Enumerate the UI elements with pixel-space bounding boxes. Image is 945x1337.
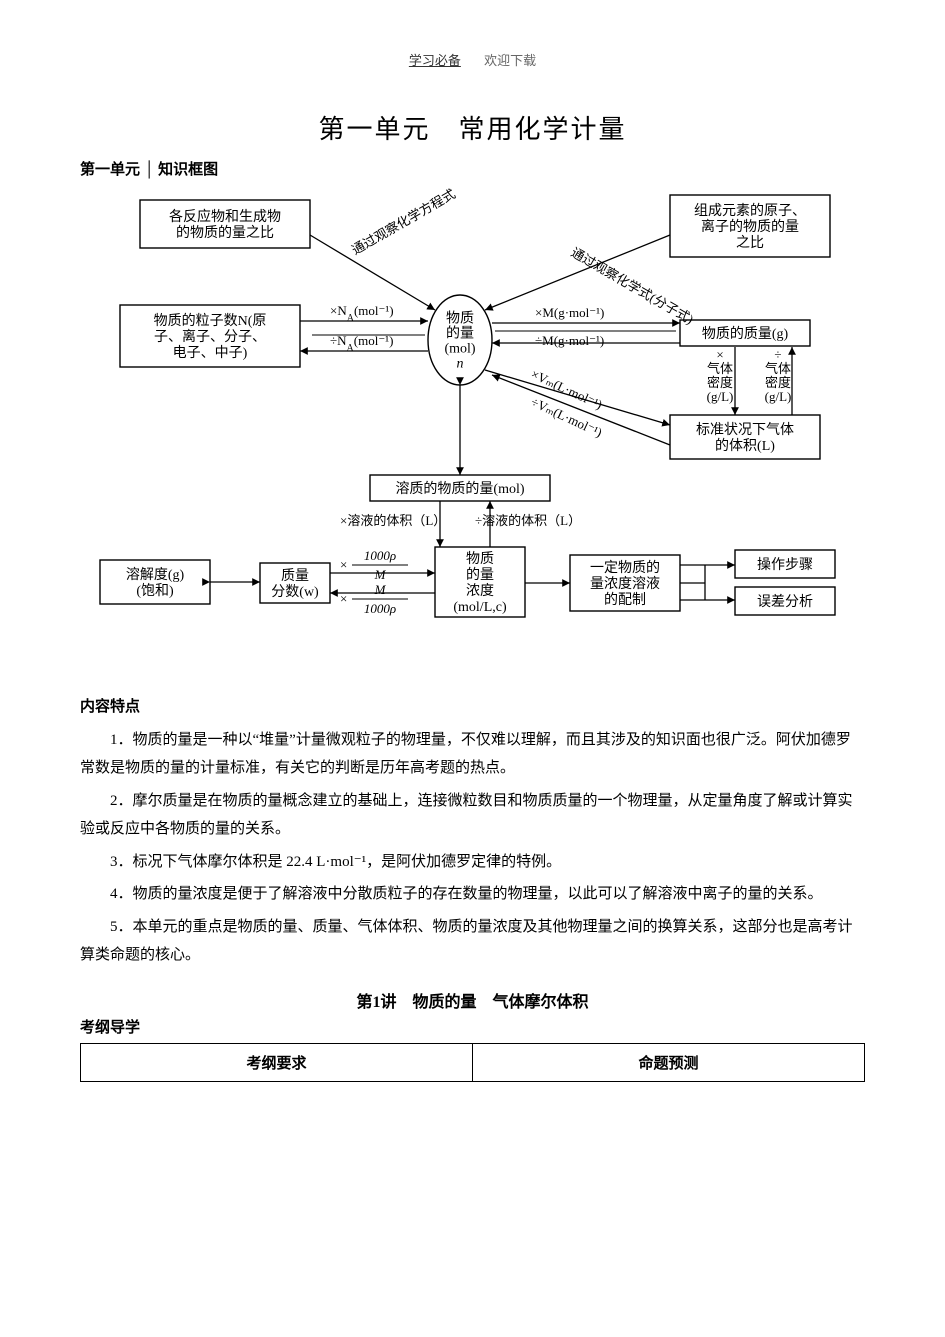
svg-text:的物质的量之比: 的物质的量之比 xyxy=(176,225,274,241)
content-heading: 内容特点 xyxy=(80,693,865,722)
syllabus-table: 考纲要求 命题预测 xyxy=(80,1043,865,1082)
knowledge-diagram: 各反应物和生成物的物质的量之比 组成元素的原子、离子的物质的量之比物质的粒子数N(… xyxy=(80,185,865,685)
svg-text:物质: 物质 xyxy=(446,311,474,327)
header-left: 学习必备 xyxy=(409,53,461,68)
unit-title: 第一单元 常用化学计量 xyxy=(80,109,865,146)
svg-text:1000ρ: 1000ρ xyxy=(364,601,396,616)
svg-text:之比: 之比 xyxy=(736,235,764,251)
svg-text:误差分析: 误差分析 xyxy=(757,594,813,610)
syllabus-heading: 考纲导学 xyxy=(80,1016,865,1037)
svg-text:1000ρ: 1000ρ xyxy=(364,548,396,563)
svg-text:M: M xyxy=(374,582,387,597)
header-right: 欢迎下载 xyxy=(484,53,536,68)
svg-text:分数(w): 分数(w) xyxy=(271,584,319,600)
content-p4: 4．物质的量浓度是便于了解溶液中分散质粒子的存在数量的物理量，以此可以了解溶液中… xyxy=(80,880,865,909)
svg-text:子、离子、分子、: 子、离子、分子、 xyxy=(154,328,266,345)
svg-text:物质的粒子数N(原: 物质的粒子数N(原 xyxy=(154,313,267,329)
svg-text:×: × xyxy=(340,591,347,606)
content-p2: 2．摩尔质量是在物质的量概念建立的基础上，连接微粒数目和物质质量的一个物理量，从… xyxy=(80,787,865,844)
svg-text:标准状况下气体: 标准状况下气体 xyxy=(696,422,794,438)
svg-text:×: × xyxy=(716,347,723,362)
svg-text:电子、中子): 电子、中子) xyxy=(173,345,248,361)
svg-text:一定物质的: 一定物质的 xyxy=(590,560,660,576)
syllabus-col-1: 考纲要求 xyxy=(81,1043,473,1081)
svg-text:÷: ÷ xyxy=(774,347,781,362)
svg-text:各反应物和生成物: 各反应物和生成物 xyxy=(169,208,281,225)
svg-text:质量: 质量 xyxy=(281,568,309,584)
svg-text:n: n xyxy=(457,357,464,372)
svg-text:×溶液的体积（L）: ×溶液的体积（L） xyxy=(340,513,446,528)
svg-text:量浓度溶液: 量浓度溶液 xyxy=(590,576,660,592)
svg-text:离子的物质的量: 离子的物质的量 xyxy=(701,218,799,235)
page-header: 学习必备 欢迎下载 xyxy=(80,50,865,69)
framework-heading: 第一单元 │ 知识框图 xyxy=(80,158,865,179)
syllabus-col-2: 命题预测 xyxy=(473,1043,865,1081)
svg-text:的量: 的量 xyxy=(466,567,494,583)
svg-text:M: M xyxy=(374,567,387,582)
content-section: 内容特点 1．物质的量是一种以“堆量”计量微观粒子的物理量，不仅难以理解，而且其… xyxy=(80,693,865,970)
content-p5: 5．本单元的重点是物质的量、质量、气体体积、物质的量浓度及其他物理量之间的换算关… xyxy=(80,913,865,970)
table-row: 考纲要求 命题预测 xyxy=(81,1043,865,1081)
svg-text:物质的质量(g): 物质的质量(g) xyxy=(702,326,789,342)
svg-text:物质: 物质 xyxy=(466,551,494,567)
svg-text:溶解度(g): 溶解度(g) xyxy=(126,567,185,583)
svg-text:÷溶液的体积（L）: ÷溶液的体积（L） xyxy=(475,513,581,528)
svg-text:密度: 密度 xyxy=(765,375,791,390)
svg-text:(mol): (mol) xyxy=(444,342,475,357)
svg-text:÷M(g·mol⁻¹): ÷M(g·mol⁻¹) xyxy=(535,333,604,348)
content-p3: 3．标况下气体摩尔体积是 22.4 L·mol⁻¹，是阿伏加德罗定律的特例。 xyxy=(80,848,865,877)
svg-text:(mol/L,c): (mol/L,c) xyxy=(453,600,507,615)
svg-text:组成元素的原子、: 组成元素的原子、 xyxy=(694,203,806,219)
svg-text:的体积(L): 的体积(L) xyxy=(715,438,775,454)
svg-text:密度: 密度 xyxy=(707,375,733,390)
svg-text:(g/L): (g/L) xyxy=(707,389,734,404)
svg-text:×M(g·mol⁻¹): ×M(g·mol⁻¹) xyxy=(535,305,604,320)
content-p1: 1．物质的量是一种以“堆量”计量微观粒子的物理量，不仅难以理解，而且其涉及的知识… xyxy=(80,726,865,783)
svg-text:气体: 气体 xyxy=(707,361,733,376)
svg-text:操作步骤: 操作步骤 xyxy=(757,557,813,573)
svg-text:浓度: 浓度 xyxy=(466,583,494,599)
svg-text:溶质的物质的量(mol): 溶质的物质的量(mol) xyxy=(395,481,524,497)
svg-text:的量: 的量 xyxy=(446,326,474,342)
svg-text:(g/L): (g/L) xyxy=(765,389,792,404)
svg-text:气体: 气体 xyxy=(765,361,791,376)
lecture-title: 第1讲 物质的量 气体摩尔体积 xyxy=(80,988,865,1012)
svg-text:(饱和): (饱和) xyxy=(136,583,174,599)
svg-text:的配制: 的配制 xyxy=(604,592,646,608)
svg-text:×: × xyxy=(340,557,347,572)
svg-text:通过观察化学方程式: 通过观察化学方程式 xyxy=(349,186,458,257)
